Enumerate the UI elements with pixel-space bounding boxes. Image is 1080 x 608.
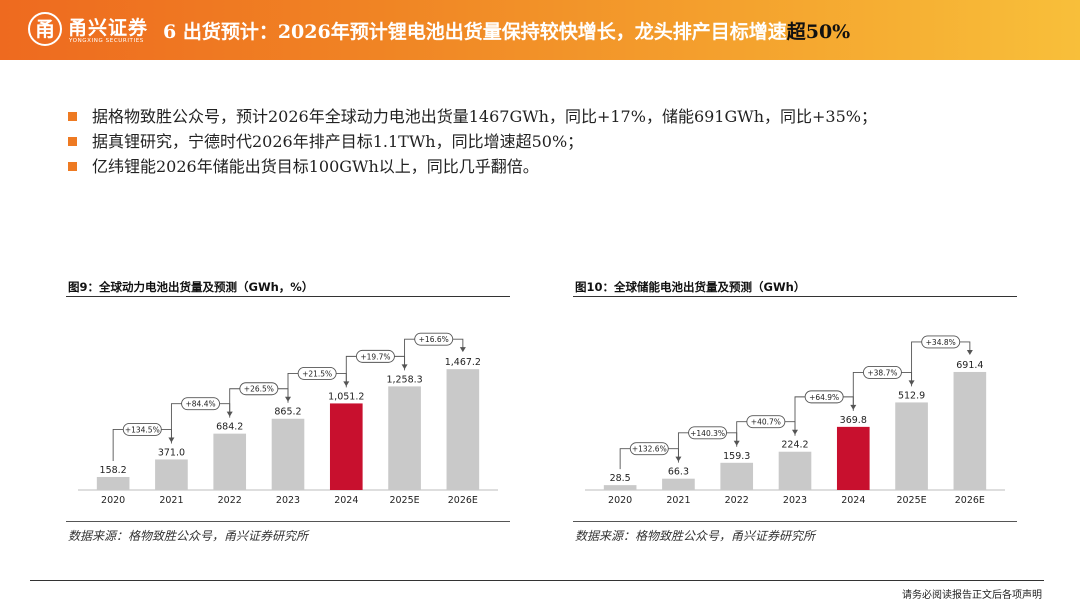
value-label: 158.2 [100, 465, 127, 476]
page-title-main: 6 出货预计：2026年预计锂电池出货量保持较快增长，龙头排产目标增速 [163, 21, 787, 43]
bar-2025E [895, 402, 928, 490]
bar-2024 [836, 426, 870, 490]
category-label: 2020 [608, 495, 632, 506]
figure-10-top-rule [573, 296, 1017, 297]
bar-2022 [213, 433, 247, 490]
page-title-tail: 超50% [786, 21, 851, 43]
bar-2021 [662, 478, 695, 490]
value-label: 512.9 [898, 390, 925, 401]
category-label: 2026E [955, 495, 985, 506]
bullet-item: 亿纬锂能2026年储能出货目标100GWh以上，同比几乎翻倍。 [68, 156, 1048, 181]
figure-10-caption: 图10：全球储能电池出货量及预测（GWh） [575, 280, 806, 294]
figure-9-svg: 158.2 2020 371.0 2021 684.2 2022 865.2 2023 1,05… [78, 332, 498, 506]
value-label: 224.2 [781, 440, 808, 451]
growth-pill [414, 332, 454, 346]
category-label: 2025E [896, 495, 926, 506]
bullet-item: 据格物致胜公众号，预计2026年全球动力电池出货量1467GWh，同比+17%，… [68, 106, 1048, 131]
growth-pill [804, 390, 844, 404]
growth-pill [355, 349, 395, 363]
category-label: 2022 [725, 495, 749, 506]
company-logo: 甬 甬兴证券 YONGXING SECURITIES [28, 12, 153, 48]
value-label: 159.3 [723, 451, 750, 462]
bar-2020 [96, 476, 130, 490]
growth-label: +34.8% [926, 338, 956, 347]
bar-2020 [603, 485, 637, 490]
bar-2022 [720, 462, 754, 490]
growth-pill [122, 422, 162, 436]
bar-2023 [271, 418, 305, 490]
logo-name-cn: 甬兴证券 [68, 17, 149, 39]
footer-disclaimer: 请务必阅读报告正文后各项声明 [902, 590, 1042, 601]
category-label: 2023 [276, 495, 300, 506]
figure-9-bottom-rule [66, 521, 510, 522]
category-label: 2023 [783, 495, 807, 506]
value-label: 1,051.2 [328, 391, 364, 402]
growth-pill [239, 382, 279, 396]
category-label: 2022 [218, 495, 242, 506]
growth-pill [862, 365, 902, 379]
bar-2024 [329, 403, 363, 490]
value-label: 1,258.3 [386, 374, 422, 385]
figure-9-caption: 图9：全球动力电池出货量及预测（GWh，%） [68, 280, 314, 294]
logo-mark-icon: 甬 [28, 12, 62, 46]
value-label: 371.0 [158, 447, 185, 458]
growth-label: +140.3% [690, 429, 725, 438]
value-label: 684.2 [216, 422, 243, 433]
category-label: 2020 [101, 495, 125, 506]
page-title: 6 出货预计：2026年预计锂电池出货量保持较快增长，龙头排产目标增速超50% [163, 17, 850, 44]
arrow-down-icon [459, 347, 466, 353]
figure-10-chart: 28.5 2020 66.3 2021 159.3 2022 224.2 2023 369.8 2… [573, 300, 1017, 518]
growth-pill [629, 442, 669, 456]
bar-2025E [388, 386, 421, 490]
growth-label: +21.5% [302, 369, 332, 378]
value-label: 369.8 [840, 415, 867, 426]
growth-label: +16.6% [419, 335, 449, 344]
growth-pill [181, 397, 221, 411]
arrow-down-icon [966, 349, 973, 355]
value-label: 865.2 [274, 407, 301, 418]
category-label: 2024 [841, 495, 865, 506]
bar-2023 [778, 451, 812, 490]
growth-pill [921, 335, 961, 349]
category-label: 2021 [159, 495, 183, 506]
figure-9-top-rule [66, 296, 510, 297]
category-label: 2026E [448, 495, 478, 506]
growth-label: +84.4% [186, 400, 216, 409]
figure-10-svg: 28.5 2020 66.3 2021 159.3 2022 224.2 2023 369.8 2… [585, 335, 1005, 506]
bullet-item: 据真锂研究，宁德时代2026年排产目标1.1TWh，同比增速超50%； [68, 131, 1048, 156]
bar-2026E [446, 369, 480, 490]
growth-label: +19.7% [360, 352, 390, 361]
category-label: 2021 [666, 495, 690, 506]
value-label: 1,467.2 [445, 357, 481, 368]
bar-2026E [953, 371, 987, 490]
bullet-list: 据格物致胜公众号，预计2026年全球动力电池出货量1467GWh，同比+17%，… [68, 106, 1048, 181]
growth-label: +38.7% [867, 368, 897, 377]
figure-9-chart: 158.2 2020 371.0 2021 684.2 2022 865.2 2023 1,05… [66, 300, 510, 518]
growth-pill [297, 366, 337, 380]
growth-label: +40.7% [751, 418, 781, 427]
logo-name-en: YONGXING SECURITIES [69, 38, 144, 44]
growth-pill [688, 426, 728, 440]
footer-rule [30, 580, 1044, 581]
figure-10-source: 数据来源：格物致胜公众号，甬兴证券研究所 [575, 529, 816, 543]
header-bar: 甬 甬兴证券 YONGXING SECURITIES 6 出货预计：2026年预… [0, 0, 1080, 60]
growth-label: +64.9% [809, 393, 839, 402]
value-label: 691.4 [956, 360, 983, 371]
value-label: 28.5 [610, 473, 631, 484]
value-label: 66.3 [668, 467, 689, 478]
growth-label: +134.5% [125, 425, 160, 434]
growth-label: +132.6% [632, 445, 667, 454]
figure-10-bottom-rule [573, 521, 1017, 522]
category-label: 2024 [334, 495, 358, 506]
growth-pill [746, 415, 786, 429]
category-label: 2025E [389, 495, 419, 506]
bar-2021 [155, 459, 188, 490]
figure-9-source: 数据来源：格物致胜公众号，甬兴证券研究所 [68, 529, 309, 543]
growth-label: +26.5% [244, 385, 274, 394]
